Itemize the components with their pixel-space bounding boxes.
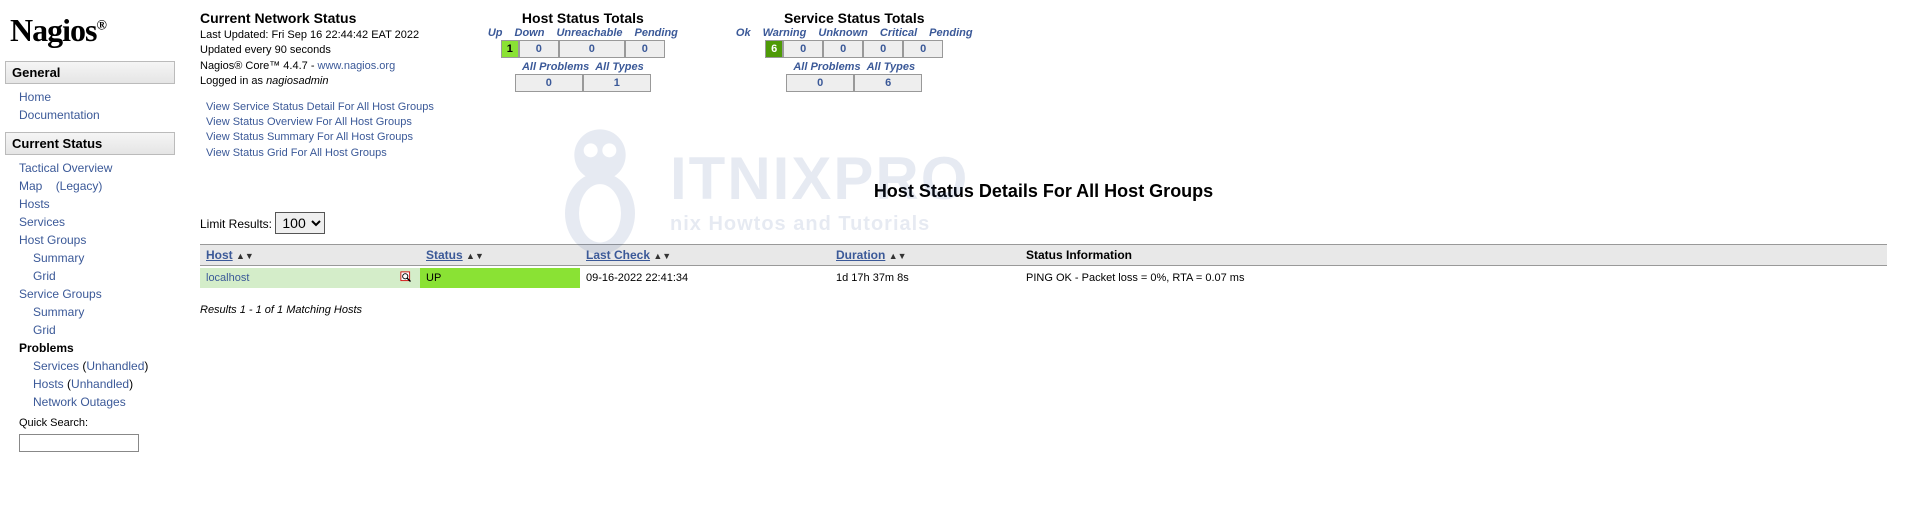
host-all-problems-value[interactable]: 0 xyxy=(515,74,583,92)
current-status-header: Current Status xyxy=(5,132,175,155)
svc-critical-value[interactable]: 0 xyxy=(863,40,903,58)
svc-warning-value[interactable]: 0 xyxy=(783,40,823,58)
nav-problems-hosts[interactable]: Hosts xyxy=(33,377,64,391)
host-last-check: 09-16-2022 22:41:34 xyxy=(580,268,830,288)
col-last-check[interactable]: Last Check xyxy=(586,248,650,262)
host-status-value: UP xyxy=(420,268,580,288)
logged-in-user: nagiosadmin xyxy=(266,75,328,87)
host-status-totals: Host Status Totals Up Down Unreachable P… xyxy=(484,10,682,92)
nav-problems-hosts-unhandled[interactable]: Unhandled xyxy=(71,377,129,391)
nav-network-outages[interactable]: Network Outages xyxy=(33,395,126,409)
last-updated: Last Updated: Fri Sep 16 22:44:42 EAT 20… xyxy=(200,28,434,43)
nav-services[interactable]: Services xyxy=(19,215,65,229)
nav-hostgroups-grid[interactable]: Grid xyxy=(33,269,56,283)
table-row: localhost UP 09-16-2022 22:41:34 1d 17h … xyxy=(200,268,1887,288)
host-totals-pending-header[interactable]: Pending xyxy=(631,26,682,40)
nav-documentation[interactable]: Documentation xyxy=(19,108,100,122)
service-status-totals: Service Status Totals Ok Warning Unknown… xyxy=(732,10,977,92)
col-status-info: Status Information xyxy=(1026,248,1132,262)
core-version: Nagios® Core™ 4.4.7 - xyxy=(200,60,318,72)
svc-all-types-header[interactable]: All Types xyxy=(867,61,916,73)
quick-search-input[interactable] xyxy=(19,434,139,452)
host-duration: 1d 17h 37m 8s xyxy=(830,268,1020,288)
svc-pending-value[interactable]: 0 xyxy=(903,40,943,58)
host-all-types-header[interactable]: All Types xyxy=(595,61,644,73)
view-service-status-detail[interactable]: View Service Status Detail For All Host … xyxy=(206,101,434,113)
svc-warning-header[interactable]: Warning xyxy=(759,26,811,40)
nav-sg-summary[interactable]: Summary xyxy=(33,305,84,319)
nav-service-groups[interactable]: Service Groups xyxy=(19,287,102,301)
nav-map[interactable]: Map xyxy=(19,179,42,193)
view-status-summary[interactable]: View Status Summary For All Host Groups xyxy=(206,131,413,143)
host-totals-down-header[interactable]: Down xyxy=(511,26,549,40)
network-status-block: Current Network Status Last Updated: Fri… xyxy=(200,10,434,161)
svc-all-problems-header[interactable]: All Problems xyxy=(793,61,860,73)
nav-map-legacy[interactable]: (Legacy) xyxy=(56,179,103,193)
svc-ok-value[interactable]: 6 xyxy=(765,40,783,58)
host-totals-up-value[interactable]: 1 xyxy=(501,40,519,58)
details-title: Host Status Details For All Host Groups xyxy=(200,181,1887,202)
nav-problems-services[interactable]: Services xyxy=(33,359,79,373)
host-all-types-value[interactable]: 1 xyxy=(583,74,651,92)
limit-results-select[interactable]: 100 xyxy=(275,212,325,234)
col-status[interactable]: Status xyxy=(426,248,463,262)
host-totals-unreach-header[interactable]: Unreachable xyxy=(552,26,626,40)
host-totals-down-value[interactable]: 0 xyxy=(519,40,559,58)
update-interval: Updated every 90 seconds xyxy=(200,43,434,58)
host-totals-up-header[interactable]: Up xyxy=(484,26,507,40)
svc-critical-header[interactable]: Critical xyxy=(876,26,921,40)
general-header: General xyxy=(5,61,175,84)
nagios-logo: Nagios® xyxy=(5,10,175,57)
host-totals-pending-value[interactable]: 0 xyxy=(625,40,665,58)
view-status-overview[interactable]: View Status Overview For All Host Groups xyxy=(206,116,412,128)
nav-host-groups[interactable]: Host Groups xyxy=(19,233,86,247)
quick-search-label: Quick Search: xyxy=(19,411,175,432)
col-host[interactable]: Host xyxy=(206,248,233,262)
nav-problems-services-unhandled[interactable]: Unhandled xyxy=(86,359,144,373)
nav-sg-grid[interactable]: Grid xyxy=(33,323,56,337)
svc-ok-header[interactable]: Ok xyxy=(732,26,755,40)
svc-unknown-header[interactable]: Unknown xyxy=(814,26,872,40)
nagios-org-link[interactable]: www.nagios.org xyxy=(318,60,396,72)
host-status-table: Host ▲▼ Status ▲▼ Last Check ▲▼ Duration… xyxy=(200,242,1887,290)
host-status-info: PING OK - Packet loss = 0%, RTA = 0.07 m… xyxy=(1020,268,1887,288)
host-link-localhost[interactable]: localhost xyxy=(206,272,249,284)
host-totals-unreach-value[interactable]: 0 xyxy=(559,40,625,58)
svc-pending-header[interactable]: Pending xyxy=(925,26,976,40)
service-totals-title: Service Status Totals xyxy=(732,10,977,26)
magnify-icon[interactable] xyxy=(400,271,414,285)
svc-unknown-value[interactable]: 0 xyxy=(823,40,863,58)
host-totals-title: Host Status Totals xyxy=(484,10,682,26)
col-duration[interactable]: Duration xyxy=(836,248,885,262)
host-all-problems-header[interactable]: All Problems xyxy=(522,61,589,73)
sort-icon[interactable]: ▲▼ xyxy=(466,251,484,261)
sort-icon[interactable]: ▲▼ xyxy=(889,251,907,261)
view-status-grid[interactable]: View Status Grid For All Host Groups xyxy=(206,147,387,159)
svc-all-types-value[interactable]: 6 xyxy=(854,74,922,92)
limit-results-label: Limit Results: xyxy=(200,217,272,231)
svc-all-problems-value[interactable]: 0 xyxy=(786,74,854,92)
nav-tactical-overview[interactable]: Tactical Overview xyxy=(19,161,112,175)
nav-home[interactable]: Home xyxy=(19,90,51,104)
results-count: Results 1 - 1 of 1 Matching Hosts xyxy=(200,304,1887,316)
sort-icon[interactable]: ▲▼ xyxy=(653,251,671,261)
sort-icon[interactable]: ▲▼ xyxy=(236,251,254,261)
nav-hostgroups-summary[interactable]: Summary xyxy=(33,251,84,265)
network-status-title: Current Network Status xyxy=(200,10,434,26)
logged-in-label: Logged in as xyxy=(200,75,266,87)
nav-problems-label: Problems xyxy=(19,339,175,357)
nav-hosts[interactable]: Hosts xyxy=(19,197,50,211)
